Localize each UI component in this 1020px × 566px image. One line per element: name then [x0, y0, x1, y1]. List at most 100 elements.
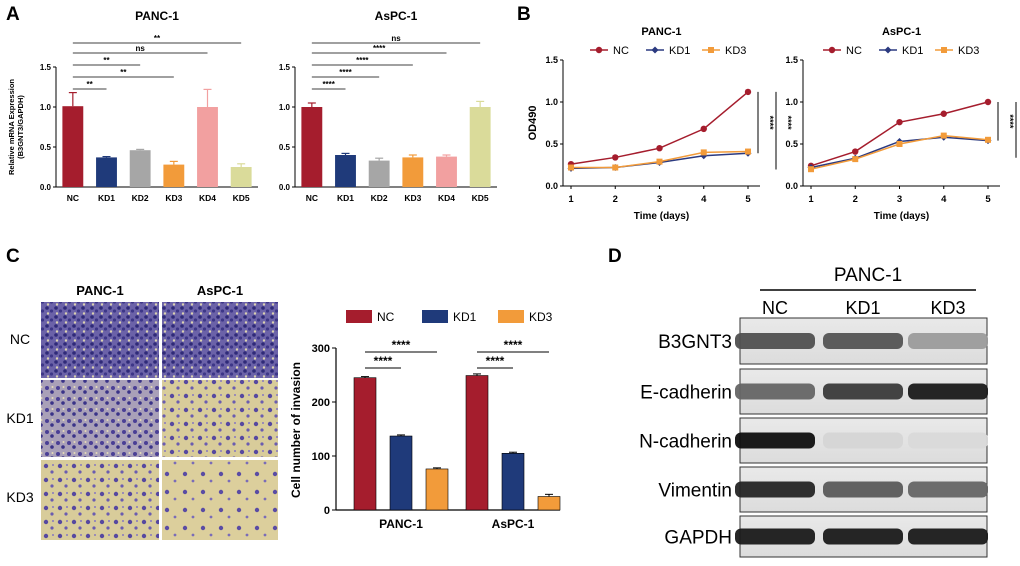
bar-kd5 [230, 167, 252, 187]
x-axis-label: Time (days) [874, 211, 929, 222]
legend-label-kd3: KD3 [725, 45, 746, 57]
data-point-kd3 [896, 141, 903, 147]
data-point-kd3 [940, 132, 947, 139]
micrograph-panc1-kd1 [41, 380, 159, 457]
panel-label-a: A [6, 4, 20, 25]
y-tick-label: 0.5 [545, 139, 558, 149]
data-point-kd3 [808, 166, 814, 173]
legend-marker-kd3 [708, 47, 714, 53]
y-tick-label: 1.5 [545, 55, 558, 65]
y-tick-label: 300 [312, 343, 330, 355]
significance-label: ** [120, 68, 127, 77]
y-tick-label: 100 [312, 451, 330, 463]
western-blot: PANC-1 NC KD1 KD3 B3GNT3 E-cadherin N-cadh… [639, 265, 988, 558]
blot-band [908, 481, 988, 498]
chart-a-aspc1: AsPC-1 0.0 0.5 1.0 1.5 NC KD1 KD2 KD3 KD4 KD5 ns ***… [279, 9, 497, 203]
blot-lane-nc: NC [762, 298, 788, 318]
blot-row-label-vimentin: Vimentin [658, 481, 732, 502]
x-tick-label: 1 [808, 194, 814, 205]
significance-label: **** [339, 68, 352, 77]
significance-label: **** [356, 56, 369, 65]
data-point-nc [984, 98, 992, 106]
chart-c-invasion: 0 100 200 300 Cell number of invasion PANC-1 A… [289, 310, 561, 531]
significance-label: ns [391, 34, 401, 43]
blot-band [735, 333, 815, 349]
data-point-nc [940, 110, 947, 117]
y-tick-label: 1.0 [40, 103, 52, 112]
y-tick-label: 0.0 [785, 181, 798, 191]
micrograph-panc1-kd3 [41, 460, 159, 540]
blot-band [735, 383, 815, 400]
significance-label: ** [87, 80, 94, 89]
y-tick-label: 1.0 [279, 103, 291, 112]
series-line-nc [810, 101, 989, 167]
panel-b-ylabel: OD490 [527, 106, 539, 141]
data-point-nc [656, 145, 663, 152]
legend-label-nc: NC [613, 45, 629, 57]
data-point-kd3 [656, 158, 663, 165]
legend-marker-nc [595, 46, 603, 54]
x-tick-label: KD2 [371, 193, 388, 203]
blot-lane-kd3: KD3 [930, 298, 965, 318]
panel-label-b: B [517, 4, 531, 25]
series-line-nc [570, 91, 749, 165]
panel-a-ylabel-line2: (B3GNT3/GAPDH) [16, 95, 25, 159]
x-tick-label: KD4 [438, 193, 455, 203]
blot-band [823, 333, 903, 349]
bar-kd3 [402, 157, 424, 187]
bar-kd3 [537, 496, 561, 511]
micrograph-row-label-kd1: KD1 [6, 410, 33, 426]
chart-title: AsPC-1 [882, 26, 921, 38]
legend-marker-kd1 [884, 46, 892, 54]
y-tick-label: 0.5 [40, 143, 52, 152]
y-tick-label: 1.0 [785, 97, 798, 107]
significance-label: **** [486, 354, 505, 368]
y-tick-label: 0.0 [40, 183, 52, 192]
x-tick-label: 4 [941, 194, 947, 205]
micrograph-header-aspc1: AsPC-1 [197, 283, 243, 298]
significance-label: **** [1005, 114, 1015, 129]
blot-band [908, 383, 988, 400]
y-tick-label: 200 [312, 397, 330, 409]
x-tick-label: KD1 [337, 193, 354, 203]
x-tick-label: KD5 [233, 193, 250, 203]
data-point-nc [852, 148, 859, 155]
significance-label: **** [392, 338, 411, 352]
significance-label: **** [373, 44, 386, 53]
blot-band [823, 481, 903, 498]
legend-label-nc: NC [846, 45, 862, 57]
x-tick-label: KD1 [98, 193, 115, 203]
significance-label: **** [374, 354, 393, 368]
y-tick-label: 0.5 [785, 139, 798, 149]
blot-band [908, 333, 988, 349]
blot-band [823, 432, 903, 449]
blot-band [908, 432, 988, 449]
x-tick-label: 4 [701, 194, 707, 205]
legend-marker-nc [828, 46, 836, 54]
x-tick-label: KD2 [132, 193, 149, 203]
chart-b-panc1: PANC-1 0.0 0.5 1.0 1.5 1 2 3 4 5 Time (days) NC KD1 K… [545, 26, 793, 222]
blot-band [735, 481, 815, 498]
panel-label-c: C [6, 246, 20, 267]
legend-marker-kd3 [941, 47, 947, 53]
significance-label: ** [154, 34, 161, 43]
legend-label-kd1: KD1 [453, 310, 477, 324]
data-point-kd3 [745, 148, 751, 155]
blot-row-label-n-cadherin: N-cadherin [639, 432, 732, 453]
micrograph-header-panc1: PANC-1 [76, 283, 123, 298]
legend-label-kd3: KD3 [958, 45, 979, 57]
bar-kd3 [163, 164, 185, 187]
blot-row-label-gapdh: GAPDH [664, 528, 732, 549]
blot-band [823, 383, 903, 400]
micrograph-aspc1-kd3 [162, 460, 278, 540]
y-axis-label: Cell number of invasion [289, 362, 303, 498]
data-point-nc [896, 118, 903, 126]
x-tick-label: KD4 [199, 193, 216, 203]
data-point-nc [744, 88, 752, 96]
bar-kd2 [129, 150, 151, 187]
y-tick-label: 0.0 [279, 183, 291, 192]
x-tick-label: NC [67, 193, 79, 203]
x-axis-label: Time (days) [634, 211, 689, 222]
data-point-nc [612, 154, 619, 161]
